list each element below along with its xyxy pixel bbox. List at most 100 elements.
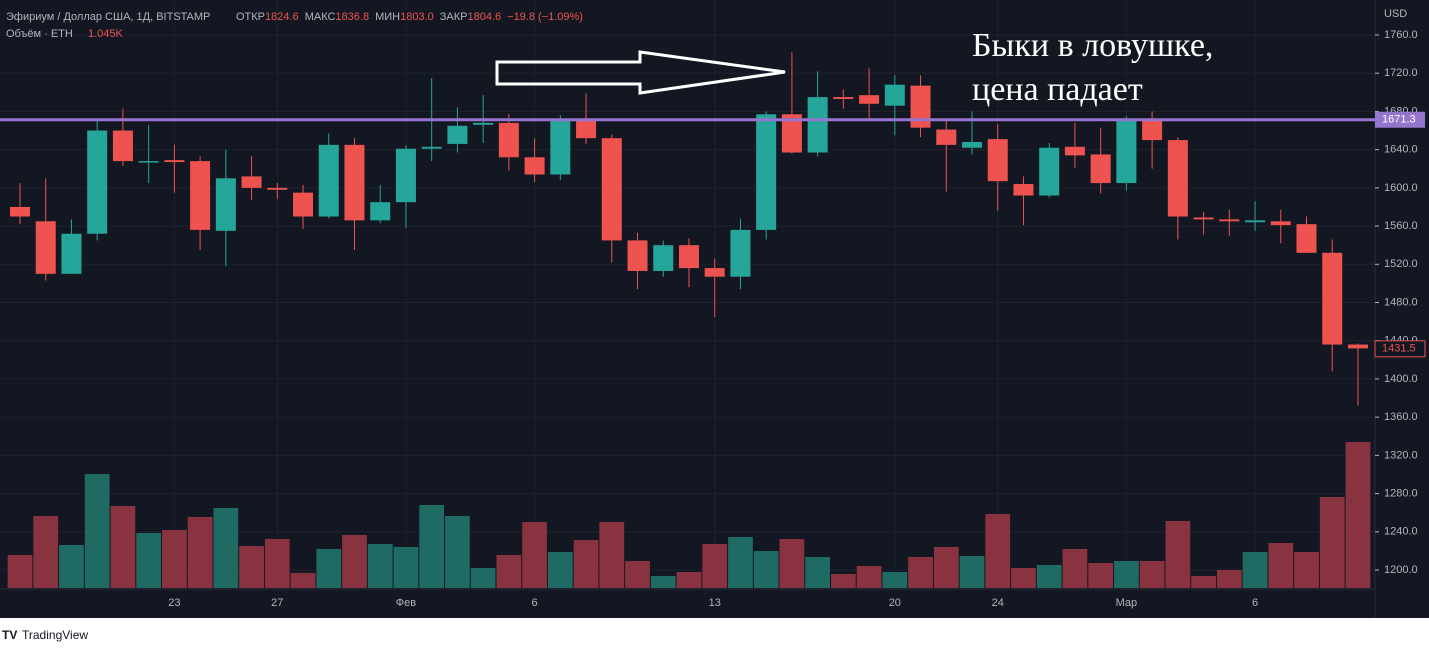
ohlc-item: 1803.0 xyxy=(400,11,434,23)
volume-bar xyxy=(1114,561,1139,588)
candle-body xyxy=(807,97,828,153)
candle-body xyxy=(370,202,391,221)
y-tick-label: 1520.0 xyxy=(1384,258,1418,270)
volume-bar xyxy=(1216,570,1242,588)
y-tick-label: 1600.0 xyxy=(1384,182,1418,194)
volume-label: Объём · ETH xyxy=(6,28,73,40)
volume-bar xyxy=(1036,565,1062,588)
candle-body xyxy=(962,142,983,148)
y-tick-label: 1560.0 xyxy=(1384,220,1418,232)
candle-body xyxy=(87,130,108,234)
volume-bar xyxy=(187,517,213,588)
volume-bar xyxy=(933,547,959,588)
candle-body xyxy=(10,206,30,217)
ohlc-item: ЗАКР xyxy=(440,11,468,23)
candle-body xyxy=(498,122,519,158)
volume-bar xyxy=(1088,563,1114,588)
y-tick-label: 1400.0 xyxy=(1384,373,1418,385)
candle-body xyxy=(1142,119,1163,141)
candle-body xyxy=(550,119,571,175)
candle-body xyxy=(833,97,854,100)
volume-bar xyxy=(419,505,445,588)
candle-body xyxy=(267,187,288,190)
volume-bar xyxy=(805,557,830,588)
volume-bar xyxy=(779,539,805,588)
candle-body xyxy=(164,160,185,163)
y-tick-label: 1360.0 xyxy=(1384,411,1418,423)
ohlc-item: 1824.6 xyxy=(265,11,299,23)
level-label: 1671.3 xyxy=(1382,114,1416,126)
symbol: Эфириум / Доллар США, 1Д, BITSTAMP xyxy=(6,11,210,23)
volume-bar xyxy=(1242,552,1268,588)
volume-bar xyxy=(753,551,779,588)
volume-bar xyxy=(1345,442,1371,588)
volume-bar xyxy=(573,540,599,588)
volume-bar xyxy=(316,549,342,588)
candle-body xyxy=(781,114,802,153)
ohlc-item: 1804.6 xyxy=(467,11,501,23)
volume-bar xyxy=(547,552,573,588)
volume-bar xyxy=(1011,568,1036,588)
candle-body xyxy=(1296,224,1317,253)
candle-body xyxy=(447,125,468,144)
candle-body xyxy=(704,268,725,277)
volume-bar xyxy=(856,566,882,588)
volume-bar xyxy=(985,514,1011,588)
annotation: цена падает xyxy=(972,71,1143,108)
candle-body xyxy=(653,245,674,271)
candle-body xyxy=(344,144,365,221)
volume-bar xyxy=(728,537,753,588)
x-tick-label: Фев xyxy=(396,597,416,609)
candle-body xyxy=(936,129,957,145)
logo: TV xyxy=(2,628,17,642)
volume-bar xyxy=(522,522,547,588)
volume-bar xyxy=(264,539,290,588)
volume-bar xyxy=(1294,552,1319,588)
y-tick-label: 1760.0 xyxy=(1384,29,1418,41)
price-label-bg xyxy=(1374,340,1426,358)
price-label: 1431.5 xyxy=(1382,343,1416,355)
candle-body xyxy=(1270,221,1291,226)
volume-bar xyxy=(342,535,367,588)
candle-body xyxy=(1013,184,1034,196)
candle-body xyxy=(601,138,622,241)
candle-body xyxy=(1245,220,1266,223)
ohlc-item: ОТКР xyxy=(236,11,265,23)
volume-bar xyxy=(367,544,393,588)
ohlc-item: 1836.8 xyxy=(335,11,369,23)
y-tick-label: 1640.0 xyxy=(1384,144,1418,156)
volume-bar xyxy=(702,544,728,588)
volume-bar xyxy=(1165,521,1191,588)
candle-body xyxy=(524,157,545,175)
candle-body xyxy=(215,178,236,231)
x-tick-label: 23 xyxy=(168,597,180,609)
candle-body xyxy=(241,176,262,188)
volume-bar xyxy=(625,561,650,588)
candle-body xyxy=(884,84,905,106)
candle-body xyxy=(756,114,777,230)
volume-bar xyxy=(213,508,239,588)
x-tick-label: 27 xyxy=(271,597,283,609)
volume-bar xyxy=(393,547,419,588)
x-tick-label: Мар xyxy=(1116,597,1138,609)
volume-bar xyxy=(959,556,985,588)
volume-value: 1.045K xyxy=(88,28,124,40)
x-tick-label: 6 xyxy=(1252,597,1258,609)
candle-body xyxy=(1193,217,1214,220)
candle-body xyxy=(1167,140,1188,217)
candle-body xyxy=(61,233,82,274)
ohlc-item: −19.8 (−1.09%) xyxy=(507,11,583,23)
candle-body xyxy=(1116,120,1137,184)
currency: USD xyxy=(1384,8,1407,20)
x-tick-label: 24 xyxy=(992,597,1004,609)
volume-bar xyxy=(290,573,316,588)
y-tick-label: 1320.0 xyxy=(1384,449,1418,461)
candle-body xyxy=(730,229,751,277)
volume-bar xyxy=(1319,497,1345,588)
y-tick-label: 1480.0 xyxy=(1384,296,1418,308)
candle-body xyxy=(859,95,880,104)
footer: TradingView xyxy=(22,628,88,642)
x-tick-label: 13 xyxy=(709,597,721,609)
candle-body xyxy=(1090,154,1111,184)
